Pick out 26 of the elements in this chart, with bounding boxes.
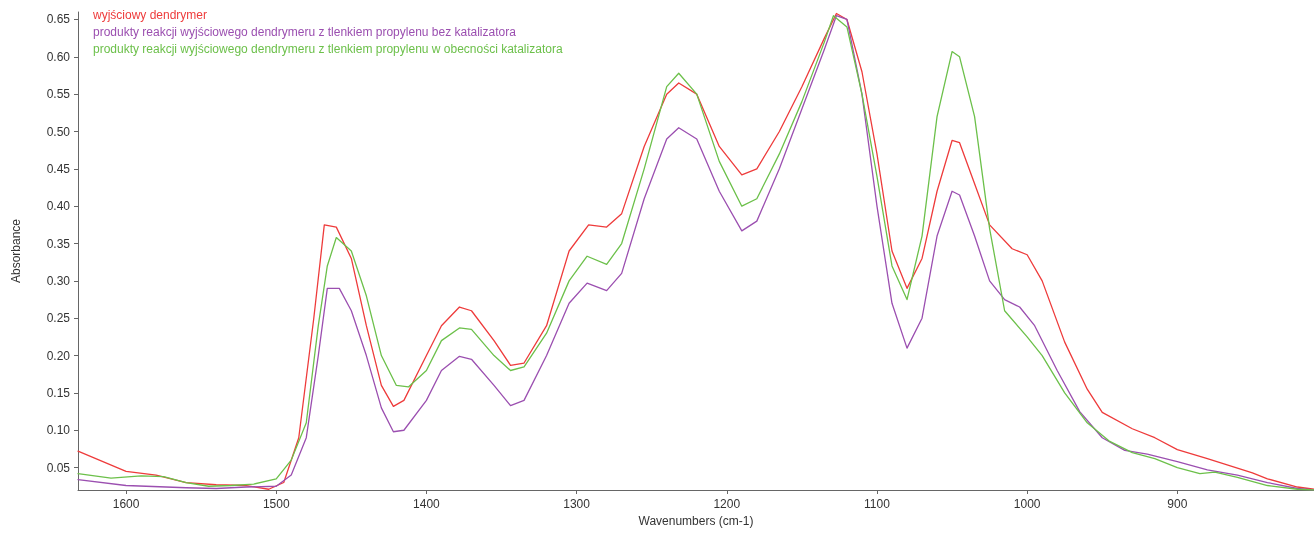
y-tick-label: 0.20 bbox=[46, 348, 71, 363]
y-tick-label: 0.25 bbox=[46, 311, 71, 326]
y-tick-label: 0.05 bbox=[46, 460, 71, 475]
y-tick-label: 0.35 bbox=[46, 236, 71, 251]
y-tick-label: 0.15 bbox=[46, 385, 71, 400]
x-tick-label: 1100 bbox=[864, 497, 891, 511]
x-tick-label: 900 bbox=[1167, 497, 1188, 511]
y-tick-label: 0.30 bbox=[46, 273, 71, 288]
text: produkty reakcji wyjściowego dendrymeru z tlenkiem propylenu w obecności katalizatora bbox=[93, 42, 563, 56]
y-tick-label: 0.50 bbox=[46, 124, 71, 139]
x-tick-label: 1200 bbox=[713, 497, 741, 511]
x-tick-label: 1000 bbox=[1013, 497, 1041, 511]
y-tick-label: 0.55 bbox=[46, 87, 71, 102]
x-tick-label: 1400 bbox=[413, 497, 441, 511]
x-tick-label: 1300 bbox=[563, 497, 591, 511]
y-tick-label: 0.10 bbox=[46, 423, 71, 438]
text: wyjściowy dendrymer bbox=[92, 8, 208, 22]
x-tick-label: 1500 bbox=[262, 497, 290, 511]
text: produkty reakcji wyjściowego dendrymeru z tlenkiem propylenu bez katalizatora bbox=[93, 25, 517, 39]
x-tick-label: 1600 bbox=[112, 497, 140, 511]
y-tick-label: 0.65 bbox=[46, 12, 71, 27]
y-axis-title: Absorbance bbox=[9, 218, 23, 284]
y-tick-label: 0.40 bbox=[46, 199, 71, 214]
y-tick-label: 0.45 bbox=[46, 161, 71, 176]
y-tick-label: 0.60 bbox=[46, 49, 71, 64]
x-axis-title: Wavenumbers (cm-1) bbox=[638, 513, 754, 528]
